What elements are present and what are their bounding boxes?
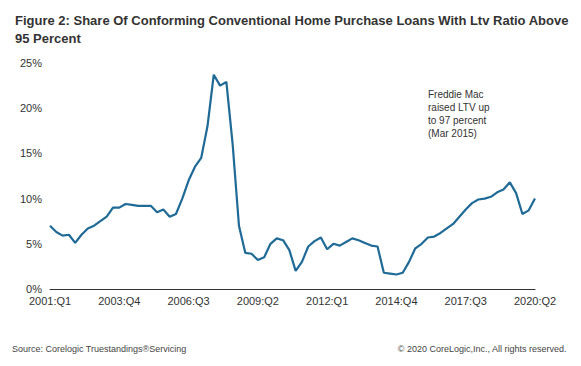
svg-text:95 Percent: 95 Percent xyxy=(15,31,81,46)
svg-text:2009:Q2: 2009:Q2 xyxy=(237,295,279,307)
svg-text:15%: 15% xyxy=(20,147,42,159)
svg-text:25%: 25% xyxy=(20,57,42,69)
svg-text:(Mar 2015): (Mar 2015) xyxy=(428,128,477,139)
svg-text:© 2020 CoreLogic,Inc., All rig: © 2020 CoreLogic,Inc., All rights reserv… xyxy=(398,344,567,354)
svg-text:Freddie Mac: Freddie Mac xyxy=(428,89,484,100)
svg-text:5%: 5% xyxy=(26,238,42,250)
svg-text:Source: Corelogic Truestanding: Source: Corelogic Truestandings®Servicin… xyxy=(12,344,186,354)
svg-text:to 97 percent: to 97 percent xyxy=(428,115,487,126)
svg-text:2003:Q4: 2003:Q4 xyxy=(98,295,140,307)
svg-text:2006:Q3: 2006:Q3 xyxy=(167,295,209,307)
svg-text:2012:Q1: 2012:Q1 xyxy=(306,295,348,307)
svg-text:Figure 2: Share Of Conforming: Figure 2: Share Of Conforming Convention… xyxy=(15,13,572,28)
svg-text:raised LTV up: raised LTV up xyxy=(428,102,490,113)
svg-text:2001:Q1: 2001:Q1 xyxy=(29,295,71,307)
svg-text:2014:Q4: 2014:Q4 xyxy=(375,295,417,307)
svg-text:0%: 0% xyxy=(26,283,42,295)
svg-text:2017:Q3: 2017:Q3 xyxy=(445,295,487,307)
svg-text:2020:Q2: 2020:Q2 xyxy=(514,295,556,307)
svg-text:10%: 10% xyxy=(20,193,42,205)
svg-text:20%: 20% xyxy=(20,102,42,114)
